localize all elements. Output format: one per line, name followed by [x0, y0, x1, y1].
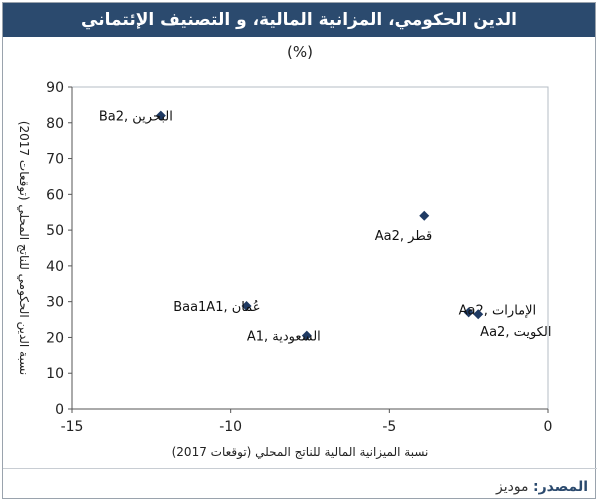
- y-tick-label: 0: [55, 402, 64, 418]
- data-point: [301, 330, 312, 341]
- data-label: قطر ,Aa2: [375, 229, 432, 244]
- data-label: البحرين ,Ba2: [99, 110, 173, 125]
- data-label: الإمارات ,Aa2: [459, 303, 536, 318]
- data-point: [463, 307, 474, 318]
- divider: [3, 468, 597, 469]
- x-tick-label: -5: [382, 419, 396, 435]
- y-tick-label: 50: [46, 223, 64, 239]
- x-axis-label: نسبة الميزانية المالية للناتج المحلي (تو…: [172, 445, 429, 460]
- data-point: [419, 210, 430, 221]
- y-tick-label: 80: [46, 116, 64, 132]
- x-tick-label: -10: [219, 419, 242, 435]
- source-label: المصدر:: [533, 479, 588, 495]
- source-name: موديز: [495, 479, 529, 495]
- chart-frame: [2, 2, 596, 499]
- y-tick-label: 70: [46, 152, 64, 168]
- chart-subtitle: (%): [287, 43, 313, 61]
- data-point: [155, 110, 166, 121]
- data-label: عُمان ,Baa1A1: [173, 299, 260, 315]
- y-tick-label: 60: [46, 187, 64, 203]
- y-tick-label: 40: [46, 259, 64, 275]
- y-axis-label: نسبة الدين الحكومي للناتج المحلي (توقعات…: [16, 121, 31, 375]
- data-point: [241, 300, 252, 311]
- x-tick-label: 0: [544, 419, 553, 435]
- y-tick-label: 30: [46, 295, 64, 311]
- source-note: المصدر: موديز: [496, 479, 588, 495]
- chart-title: الدين الحكومي، المزانية المالية، و التصن…: [3, 3, 595, 37]
- x-tick-label: -15: [61, 419, 84, 435]
- y-tick-label: 10: [46, 366, 64, 382]
- plot-area: [71, 86, 549, 410]
- data-point: [473, 309, 484, 320]
- y-tick-label: 20: [46, 330, 64, 346]
- data-label: السعودية ,A1: [247, 330, 321, 345]
- y-tick-label: 90: [46, 80, 64, 96]
- data-label: الكويت ,Aa2: [480, 325, 551, 340]
